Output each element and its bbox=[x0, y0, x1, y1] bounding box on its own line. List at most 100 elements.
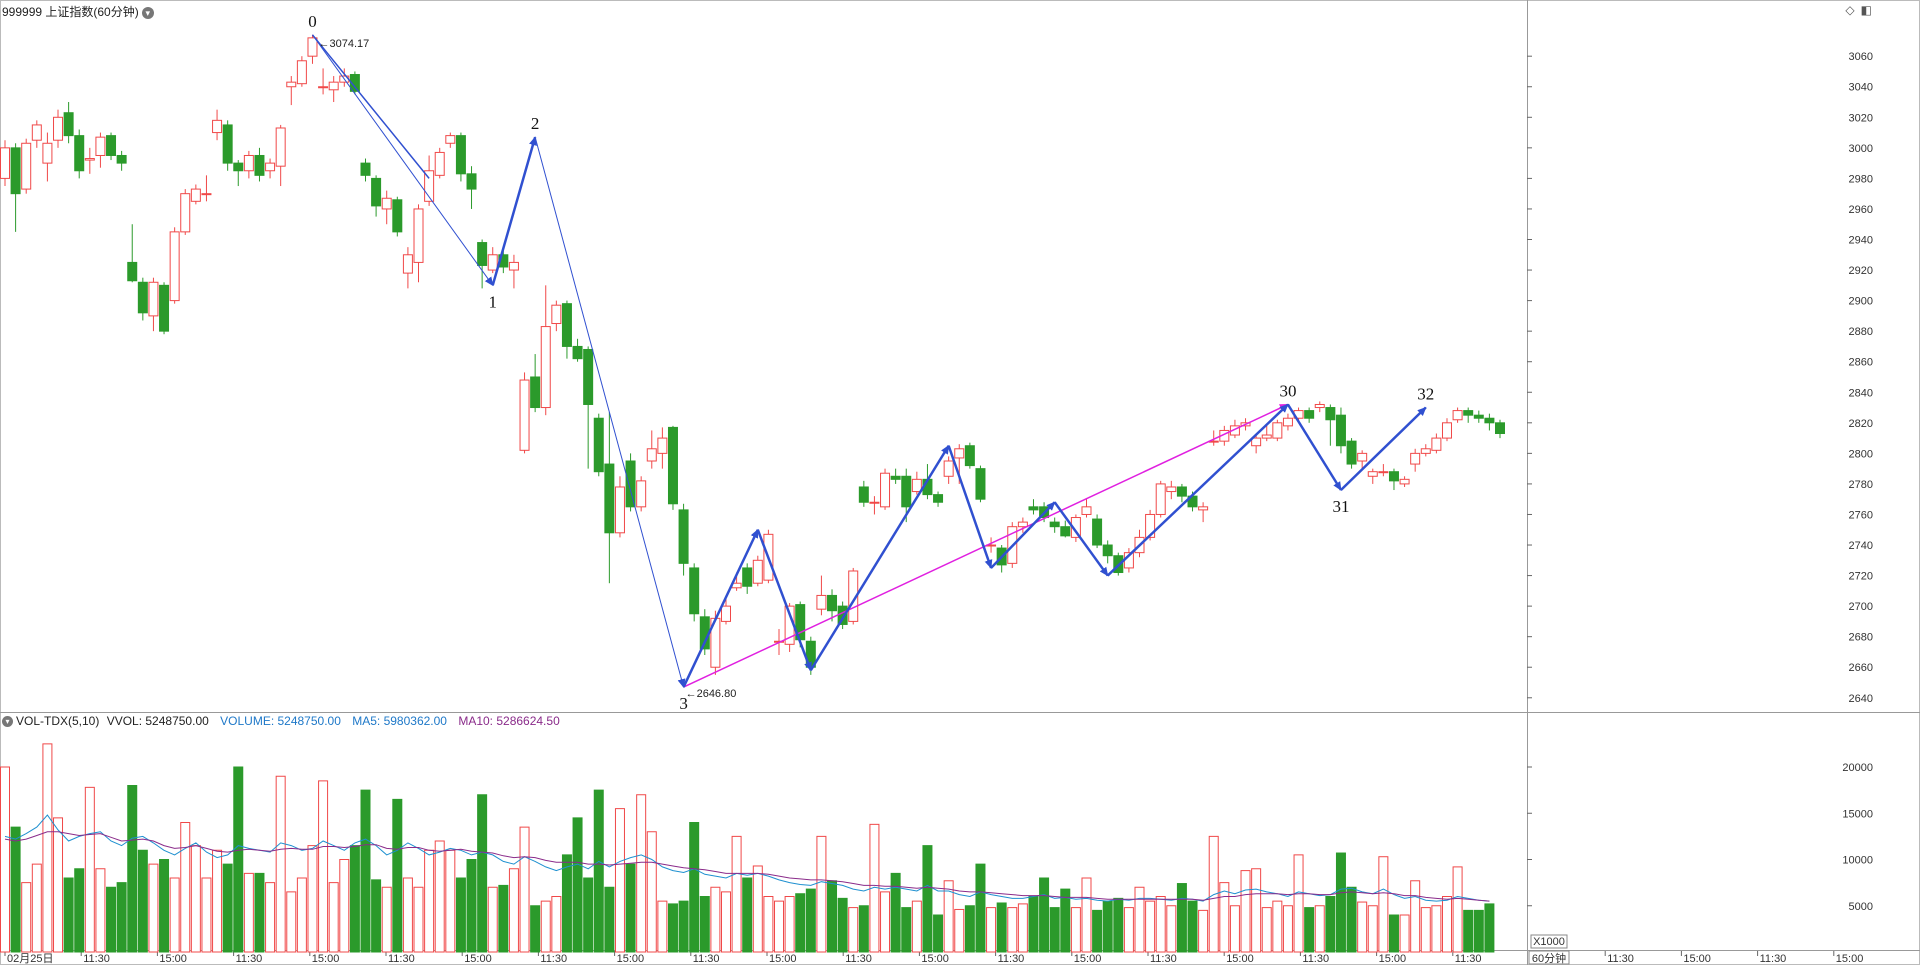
candle bbox=[233, 160, 244, 187]
volume-bar bbox=[763, 896, 774, 953]
candle bbox=[1388, 468, 1399, 491]
volume-bar bbox=[1102, 900, 1113, 953]
price-tick-label: 3060 bbox=[1849, 51, 1873, 63]
price-tick-label: 2960 bbox=[1849, 204, 1873, 216]
candle bbox=[201, 175, 212, 202]
volume-bar bbox=[1282, 905, 1293, 953]
candle bbox=[318, 68, 329, 95]
candle bbox=[689, 563, 700, 622]
volume-bar bbox=[954, 908, 965, 953]
candle-body bbox=[572, 345, 583, 360]
wave-arrows bbox=[311, 34, 1427, 689]
candle-body bbox=[1060, 526, 1071, 537]
candle bbox=[1304, 407, 1315, 423]
candle bbox=[455, 132, 466, 182]
volume-bar bbox=[540, 900, 551, 953]
candle bbox=[1092, 514, 1103, 549]
volume-unit-box bbox=[1530, 934, 1568, 949]
volume-bar bbox=[180, 822, 191, 953]
candle bbox=[667, 425, 678, 510]
candle-body bbox=[890, 475, 901, 480]
candle bbox=[180, 189, 191, 235]
candle bbox=[583, 346, 594, 469]
volume-bar bbox=[1452, 866, 1463, 953]
volume-bar bbox=[1314, 905, 1325, 953]
volume-header: ▾ VOL-TDX(5,10) VVOL: 5248750.00 VOLUME: … bbox=[2, 714, 560, 728]
candle bbox=[1367, 468, 1378, 484]
candle bbox=[265, 158, 276, 179]
candle bbox=[1463, 407, 1474, 423]
volume-bar bbox=[371, 879, 382, 953]
wave-arrow bbox=[1053, 501, 1109, 577]
candle-body bbox=[455, 135, 466, 175]
volume-bar bbox=[381, 886, 392, 953]
price-tick-label: 3000 bbox=[1849, 143, 1873, 155]
candle bbox=[243, 150, 254, 179]
candle bbox=[1357, 450, 1368, 469]
candle-body bbox=[445, 135, 456, 144]
candle bbox=[1314, 401, 1325, 413]
volume-bar bbox=[805, 888, 816, 953]
ma5-value: MA5: 5980362.00 bbox=[352, 714, 447, 728]
candle-body bbox=[42, 142, 53, 164]
volume-bar bbox=[487, 886, 498, 953]
candle bbox=[1473, 410, 1484, 423]
volume-bar bbox=[1060, 888, 1071, 953]
candle-body bbox=[137, 281, 148, 314]
volume-bar bbox=[201, 877, 212, 953]
candle-body bbox=[561, 303, 572, 347]
candle bbox=[190, 184, 201, 205]
volume-bar bbox=[1070, 907, 1081, 953]
diamond-icon[interactable]: ◇ bbox=[1845, 3, 1855, 17]
volume-y-axis: 20000 15000 10000 5000 X1000 bbox=[1527, 762, 1873, 949]
volume-bar bbox=[402, 877, 413, 953]
candle bbox=[911, 471, 922, 495]
wave-arrow bbox=[1286, 403, 1343, 491]
volume-bar bbox=[190, 845, 201, 953]
candle-body bbox=[169, 231, 180, 302]
candle-body bbox=[1049, 521, 1060, 528]
volume-bar bbox=[986, 907, 997, 953]
candle bbox=[646, 430, 657, 469]
dropdown-icon[interactable]: ▾ bbox=[2, 716, 13, 728]
x-tick-label: 15:00 bbox=[464, 953, 492, 965]
volume-bar bbox=[1420, 907, 1431, 953]
volume-bar bbox=[10, 826, 21, 953]
candle-body bbox=[402, 254, 413, 274]
price-tick-label: 2980 bbox=[1849, 173, 1873, 185]
candle bbox=[10, 143, 21, 232]
volume-bar bbox=[243, 872, 254, 953]
candle bbox=[1399, 476, 1410, 487]
price-tick-label: 3020 bbox=[1849, 112, 1873, 124]
candle-body bbox=[1261, 434, 1272, 439]
volume-bar bbox=[360, 789, 371, 953]
candle bbox=[1378, 464, 1389, 477]
candle bbox=[890, 468, 901, 484]
volume-bar bbox=[827, 880, 838, 953]
candle-body bbox=[1272, 422, 1283, 439]
price-tick-label: 2880 bbox=[1849, 326, 1873, 338]
price-tick-label: 2640 bbox=[1849, 693, 1873, 705]
candle bbox=[328, 76, 339, 103]
candle-body bbox=[646, 448, 657, 462]
candle bbox=[657, 427, 668, 469]
candle bbox=[53, 109, 64, 148]
volume-bar bbox=[1145, 900, 1156, 953]
candle bbox=[540, 285, 551, 416]
x-tick-label: 11:30 bbox=[83, 953, 110, 965]
volume-bar bbox=[646, 831, 657, 953]
candle bbox=[752, 555, 763, 587]
dropdown-icon[interactable]: ▾ bbox=[141, 6, 154, 19]
candle-body bbox=[360, 162, 371, 176]
volume-bar bbox=[31, 863, 42, 953]
candle-body bbox=[233, 162, 244, 172]
x-tick-label: 15:00 bbox=[1226, 953, 1254, 965]
wave-arrow bbox=[1106, 403, 1289, 577]
panel-toggle-icon[interactable]: ◧ bbox=[1860, 3, 1872, 17]
volume-bar bbox=[1410, 880, 1421, 953]
wave-label-2: 2 bbox=[531, 114, 540, 133]
candle-body bbox=[614, 486, 625, 534]
volume-bar bbox=[307, 845, 318, 953]
candle-body bbox=[1081, 506, 1092, 515]
